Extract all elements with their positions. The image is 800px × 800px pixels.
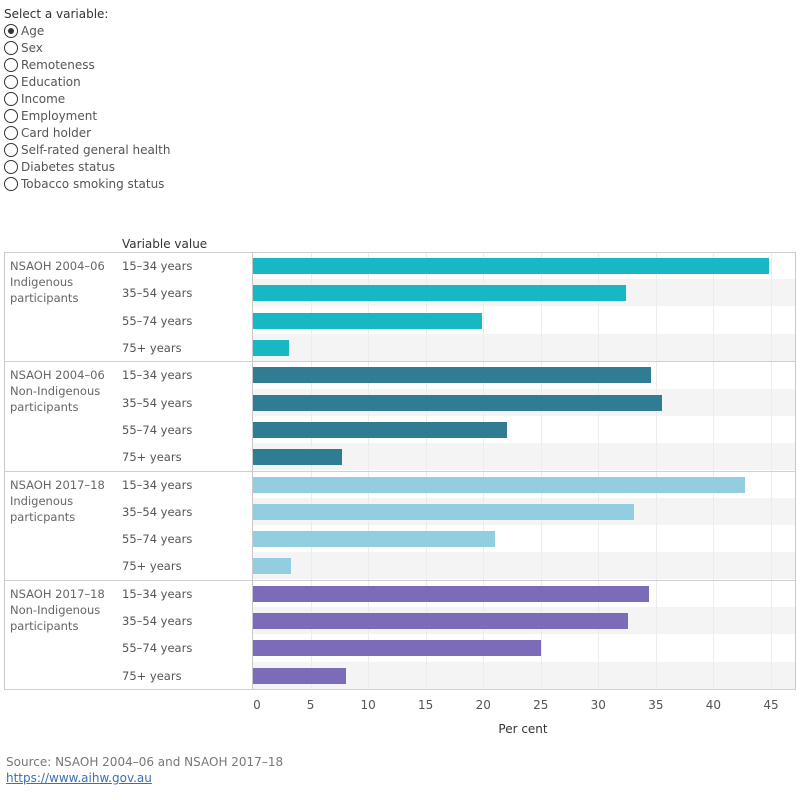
radio-option-label: Age [21, 23, 45, 38]
radio-button-icon[interactable] [4, 91, 18, 106]
bar [253, 503, 634, 520]
radio-option-label: Employment [21, 108, 98, 123]
radio-button-icon[interactable] [4, 40, 18, 55]
category-label: 35–54 years [122, 504, 193, 519]
category-label: 55–74 years [122, 532, 193, 547]
x-axis-label: Per cent [498, 722, 548, 736]
x-tick-label: 45 [763, 698, 779, 712]
bar [253, 339, 289, 356]
x-tick-label: 35 [648, 698, 664, 712]
x-tick-label: 15 [418, 698, 434, 712]
category-label: 15–34 years [122, 477, 193, 492]
x-tick-label: 5 [306, 698, 315, 712]
category-label: 35–54 years [122, 614, 193, 629]
group-divider [4, 689, 796, 690]
source-link[interactable]: https://www.aihw.gov.au [6, 771, 152, 785]
category-label: 55–74 years [122, 422, 193, 437]
x-tick-label: 30 [590, 698, 606, 712]
radio-option-label: Remoteness [21, 57, 95, 72]
radio-option-label: Sex [21, 40, 43, 55]
bar [253, 558, 291, 575]
category-label: 15–34 years [122, 368, 193, 383]
group-divider [4, 361, 796, 363]
radio-option-label: Income [21, 91, 66, 106]
series-label: NSAOH 2004–06 Indigenous participants [10, 259, 105, 305]
radio-button-icon[interactable] [4, 74, 18, 89]
radio-button-icon[interactable] [4, 23, 18, 38]
radio-option[interactable]: Diabetes status [4, 158, 170, 175]
category-label: 15–34 years [122, 259, 193, 273]
radio-option-label: Education [21, 74, 81, 89]
series-label: NSAOH 2017–18 Indigenous particpants [10, 477, 105, 524]
bar [253, 531, 495, 548]
chart-border-right [795, 252, 796, 689]
bar [253, 367, 652, 384]
radio-button-icon[interactable] [4, 57, 18, 72]
bar [253, 285, 626, 302]
series-label: NSAOH 2004–06 Non-Indigenous participant… [10, 368, 105, 415]
radio-option[interactable]: Income [4, 90, 170, 107]
bar [253, 312, 483, 329]
bar [253, 449, 342, 466]
radio-option[interactable]: Tobacco smoking status [4, 175, 170, 192]
radio-option-label: Tobacco smoking status [21, 176, 165, 191]
radio-button-icon[interactable] [4, 176, 18, 191]
radio-option-label: Diabetes status [21, 159, 115, 174]
bar [253, 421, 508, 438]
bar [253, 667, 347, 684]
bar [253, 394, 662, 411]
x-tick-label: 20 [475, 698, 491, 712]
radio-option[interactable]: Card holder [4, 124, 170, 141]
radio-button-icon[interactable] [4, 108, 18, 123]
radio-button-icon[interactable] [4, 159, 18, 174]
group-divider [4, 470, 796, 472]
category-label: 35–54 years [122, 395, 193, 410]
bar [253, 258, 769, 274]
category-label: 55–74 years [122, 641, 193, 656]
row-stripe [252, 552, 796, 580]
category-label: 55–74 years [122, 313, 193, 328]
radio-button-icon[interactable] [4, 142, 18, 157]
chart-border-left [4, 252, 5, 689]
x-tick-label: 0 [253, 698, 261, 712]
axis-line [252, 252, 253, 689]
radio-option[interactable]: Remoteness [4, 56, 170, 73]
radio-button-icon[interactable] [4, 125, 18, 140]
x-tick-label: 40 [705, 698, 722, 712]
category-label: 35–54 years [122, 286, 193, 301]
row-stripe [252, 333, 796, 361]
category-label: 75+ years [122, 559, 182, 574]
x-tick-label: 10 [360, 698, 376, 712]
category-label: 75+ years [122, 340, 182, 355]
category-label: 75+ years [122, 668, 182, 683]
variable-selector: Select a variable: Age Sex Remoteness Educa… [4, 6, 170, 192]
bar [253, 613, 629, 630]
category-label: 75+ years [122, 450, 182, 465]
x-tick-label: 25 [533, 698, 549, 712]
bar [253, 585, 649, 602]
series-label: NSAOH 2017–18 Non-Indigenous participant… [10, 586, 105, 633]
radio-option[interactable]: Age [4, 22, 170, 39]
variable-selector-title: Select a variable: [4, 7, 109, 21]
group-divider [4, 252, 796, 253]
radio-option[interactable]: Employment [4, 107, 170, 124]
bar [253, 476, 745, 493]
category-label: 15–34 years [122, 586, 193, 601]
radio-option-label: Card holder [21, 125, 92, 140]
radio-option[interactable]: Self-rated general health [4, 141, 170, 158]
row-stripe [252, 443, 796, 471]
radio-option[interactable]: Education [4, 73, 170, 90]
bar [253, 640, 541, 657]
radio-option[interactable]: Sex [4, 39, 170, 56]
source-note: Source: NSAOH 2004–06 and NSAOH 2017–18 [6, 755, 284, 769]
radio-option-label: Self-rated general health [21, 142, 171, 157]
row-header: Variable value [122, 237, 208, 251]
radio-list: Age Sex Remoteness Education Income Employmen… [4, 22, 170, 192]
group-divider [4, 579, 796, 581]
